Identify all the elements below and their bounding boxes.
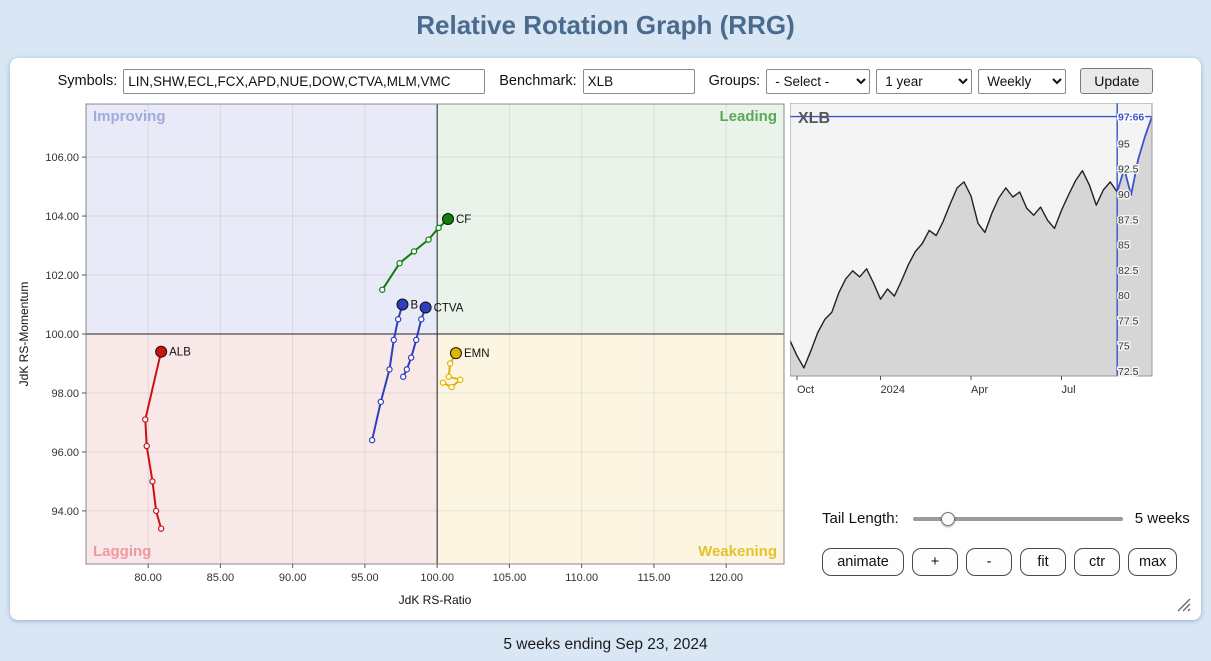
svg-text:115.00: 115.00: [638, 572, 671, 584]
rrg-series-b: B: [368, 298, 418, 444]
frequency-select[interactable]: Weekly: [978, 68, 1067, 94]
groups-select[interactable]: - Select -: [766, 68, 871, 94]
rrg-label-cf: CF: [456, 214, 471, 226]
price-line: [789, 170, 1118, 369]
slider-thumb[interactable]: [940, 511, 955, 526]
svg-text:95.00: 95.00: [351, 572, 379, 584]
rrg-xaxis-title: JdK RS-Ratio: [399, 593, 472, 607]
svg-text:120.00: 120.00: [709, 572, 743, 584]
svg-text:110.00: 110.00: [565, 572, 598, 584]
rrg-axis-ticks: 80.00 85.00 90.00 95.00 100.00 105.00 110.00 11…: [45, 152, 743, 584]
quadrant-label-improving: Improving: [93, 108, 166, 125]
footer-status: 5 weeks ending Sep 23, 2024: [503, 636, 708, 653]
rrg-head-cf[interactable]: [442, 213, 455, 225]
svg-text:100.00: 100.00: [45, 329, 79, 341]
symbols-label: Symbols:: [57, 73, 118, 89]
resize-handle-icon[interactable]: [1176, 597, 1191, 612]
price-chart[interactable]: 95 92.5 90 87.5 85 82.5 80 77.5 75 72.5 97.66 Oct 20…: [789, 102, 1156, 398]
max-button[interactable]: max: [1128, 548, 1178, 576]
rrg-series-ctva: CTVA: [400, 301, 464, 380]
animate-button[interactable]: animate: [822, 548, 904, 576]
rrg-label-b: B: [410, 300, 418, 312]
svg-text:80.00: 80.00: [134, 572, 162, 584]
center-button[interactable]: ctr: [1074, 548, 1120, 576]
price-area-fill: [790, 116, 1152, 376]
zoom-in-button[interactable]: +: [912, 548, 958, 576]
svg-text:92.5: 92.5: [1118, 164, 1139, 176]
price-line-tail: [1116, 116, 1153, 196]
benchmark-input[interactable]: [582, 68, 695, 94]
zoom-out-button[interactable]: -: [966, 548, 1012, 576]
rrg-quadrants: [86, 104, 784, 564]
svg-text:106.00: 106.00: [45, 152, 79, 164]
symbols-input[interactable]: [123, 68, 486, 94]
price-chart-symbol: XLB: [798, 110, 830, 127]
quadrant-label-weakening: Weakening: [698, 543, 777, 560]
tail-length-value: 5 weeks: [1134, 510, 1190, 527]
update-button[interactable]: Update: [1080, 68, 1154, 94]
main-panel: Symbols: Benchmark: Groups: - Select - 1…: [10, 58, 1201, 620]
svg-text:96.00: 96.00: [51, 447, 79, 459]
svg-text:75: 75: [1118, 341, 1130, 353]
benchmark-price-panel: 95 92.5 90 87.5 85 82.5 80 77.5 75 72.5 97.66 Oct 20…: [789, 102, 1156, 398]
svg-text:85.00: 85.00: [207, 572, 235, 584]
quadrant-label-leading: Leading: [719, 108, 777, 125]
last-price-label: 97.66: [1118, 112, 1144, 124]
svg-text:95: 95: [1118, 138, 1130, 150]
svg-text:Oct: Oct: [797, 384, 814, 396]
svg-text:2024: 2024: [881, 384, 905, 396]
svg-text:98.00: 98.00: [51, 388, 79, 400]
rrg-head-emn[interactable]: [449, 347, 462, 360]
svg-text:104.00: 104.00: [45, 211, 79, 223]
svg-text:94.00: 94.00: [51, 506, 79, 518]
tail-length-label: Tail Length:: [822, 510, 899, 527]
rrg-head-alb[interactable]: [155, 345, 168, 358]
price-xaxis-labels: Oct 2024 Apr Jul: [796, 376, 1076, 396]
svg-text:80: 80: [1118, 290, 1130, 302]
groups-label: Groups:: [708, 73, 761, 89]
svg-text:100.00: 100.00: [420, 572, 454, 584]
rrg-label-ctva: CTVA: [434, 302, 464, 314]
svg-text:77.5: 77.5: [1118, 315, 1139, 327]
page-title: Relative Rotation Graph (RRG): [416, 10, 795, 40]
quadrant-label-lagging: Lagging: [93, 543, 151, 560]
svg-text:102.00: 102.00: [45, 270, 79, 282]
svg-text:85: 85: [1118, 240, 1130, 252]
chart-control-buttons: animate + - fit ctr max: [822, 548, 1178, 576]
svg-text:82.5: 82.5: [1118, 265, 1139, 277]
svg-text:87.5: 87.5: [1118, 214, 1139, 226]
period-select[interactable]: 1 year: [876, 68, 973, 94]
rrg-head-b[interactable]: [396, 298, 409, 311]
benchmark-label: Benchmark:: [499, 73, 577, 89]
svg-text:72.5: 72.5: [1118, 366, 1139, 378]
rrg-label-emn: EMN: [464, 348, 490, 360]
rrg-chart[interactable]: Improving Leading Lagging Weakening 80.00 85.…: [14, 98, 792, 618]
toolbar: Symbols: Benchmark: Groups: - Select - 1…: [10, 68, 1201, 94]
rrg-series-cf: CF: [379, 213, 471, 293]
rrg-yaxis-title: JdK RS-Momentum: [17, 282, 31, 387]
svg-text:90: 90: [1118, 189, 1130, 201]
rrg-label-alb: ALB: [169, 347, 191, 359]
slider-track[interactable]: [912, 516, 1123, 521]
svg-text:90.00: 90.00: [279, 572, 307, 584]
rrg-series-emn: EMN: [439, 347, 490, 391]
price-yaxis-labels: 95 92.5 90 87.5 85 82.5 80 77.5 75 72.5: [1117, 137, 1141, 380]
tail-length-slider[interactable]: [912, 511, 1123, 527]
fit-button[interactable]: fit: [1020, 548, 1066, 576]
svg-text:Apr: Apr: [971, 384, 988, 396]
rrg-series-alb: ALB: [142, 345, 191, 532]
svg-text:105.00: 105.00: [493, 572, 527, 584]
tail-length-control: Tail Length: 5 weeks: [822, 510, 1194, 527]
rrg-head-ctva[interactable]: [419, 301, 432, 314]
svg-text:Jul: Jul: [1062, 384, 1076, 396]
